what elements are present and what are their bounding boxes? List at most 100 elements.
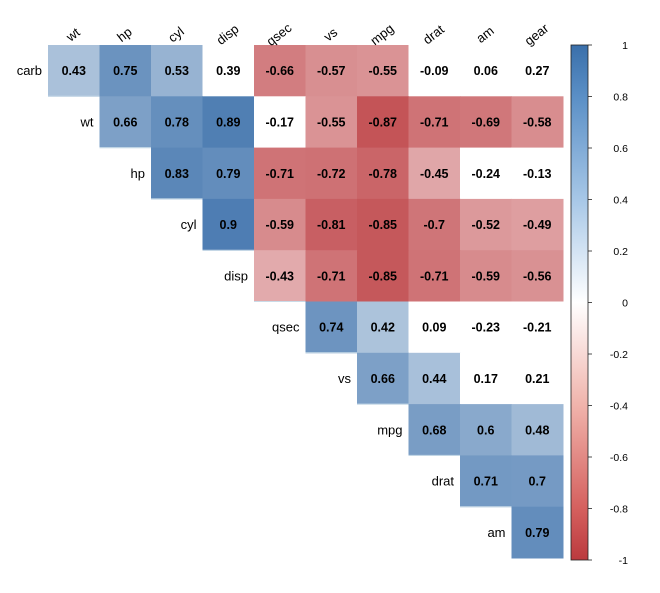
cell-label-qsec-am: -0.23 [472, 321, 501, 335]
heatmap-cell-wt-disp [202, 96, 255, 149]
cell-label-disp-vs: -0.71 [317, 269, 346, 283]
color-legend-tick-label: 0 [622, 298, 628, 310]
cell-label-cyl-qsec: -0.59 [266, 218, 295, 232]
heatmap-cell-carb-gear [511, 45, 564, 97]
heatmap-cell-cyl-qsec [254, 198, 306, 251]
heatmap-cell-carb-hp [99, 45, 152, 97]
heatmap-cell-drat-am [460, 455, 512, 508]
cell-label-wt-disp: 0.89 [216, 115, 240, 129]
heatmap-cell-qsec-mpg [357, 301, 409, 354]
heatmap-cell-wt-gear [511, 96, 564, 149]
cell-label-wt-am: -0.69 [472, 115, 501, 129]
heatmap-cell-hp-cyl [151, 147, 203, 200]
cell-label-cyl-drat: -0.7 [423, 218, 445, 232]
cell-label-wt-drat: -0.71 [420, 115, 449, 129]
cell-label-disp-drat: -0.71 [420, 269, 449, 283]
cell-label-wt-hp: 0.66 [113, 115, 137, 129]
heatmap-cell-vs-am [460, 352, 512, 405]
heatmap-cell-carb-disp [202, 45, 255, 97]
heatmap-cell-vs-drat [408, 352, 461, 405]
cell-label-vs-gear: 0.21 [525, 372, 549, 386]
cell-label-carb-drat: -0.09 [420, 64, 449, 78]
cell-label-carb-am: 0.06 [474, 64, 498, 78]
column-label-drat: drat [420, 21, 447, 47]
row-label-mpg: mpg [377, 422, 402, 437]
cell-label-carb-hp: 0.75 [113, 64, 137, 78]
row-label-qsec: qsec [272, 320, 300, 335]
color-legend-tick-label: -0.8 [610, 504, 628, 516]
cell-label-cyl-vs: -0.81 [317, 218, 346, 232]
cell-label-mpg-am: 0.6 [477, 423, 494, 437]
row-labels: carb wt hp cyl disp qsec vs mpg drat am [17, 63, 506, 540]
heatmap-cell-mpg-am [460, 404, 512, 456]
heatmap-cell-disp-qsec [254, 250, 306, 302]
column-label-cyl: cyl [165, 24, 187, 46]
heatmap-cell-carb-mpg [357, 45, 409, 97]
heatmap-cell-disp-am [460, 250, 512, 302]
color-legend-tick-label: -0.6 [610, 452, 628, 464]
color-legend-ticks: 1 0.8 0.6 0.4 0.2 0 -0.2 -0.4 -0.6 -0.8 -1 [588, 40, 628, 567]
heatmap-cell-wt-drat [408, 96, 461, 149]
cell-label-hp-mpg: -0.78 [369, 167, 398, 181]
cell-label-mpg-drat: 0.68 [422, 423, 446, 437]
cell-label-disp-mpg: -0.85 [369, 269, 398, 283]
color-legend-tick-label: 0.6 [613, 143, 628, 155]
color-legend-tick-label: 0.8 [613, 92, 628, 104]
heatmap-cell-vs-gear [511, 352, 564, 405]
heatmap-cell-carb-cyl [151, 45, 203, 97]
heatmap-cell-disp-drat [408, 250, 461, 302]
heatmap-cell-carb-am [460, 45, 512, 97]
cell-label-cyl-am: -0.52 [472, 218, 501, 232]
heatmap-cell-cyl-am [460, 198, 512, 251]
cell-label-wt-qsec: -0.17 [266, 115, 295, 129]
heatmap-cell-qsec-drat [408, 301, 461, 354]
cell-label-vs-mpg: 0.66 [371, 372, 395, 386]
row-label-carb: carb [17, 63, 42, 78]
heatmap-cell-cyl-gear [511, 198, 564, 251]
column-label-wt: wt [62, 24, 83, 45]
cell-label-hp-drat: -0.45 [420, 167, 449, 181]
cell-label-carb-mpg: -0.55 [369, 64, 398, 78]
color-legend-tick-label: 0.2 [613, 246, 628, 258]
color-legend-tick-label: -0.2 [610, 349, 628, 361]
cell-label-cyl-mpg: -0.85 [369, 218, 398, 232]
heatmap-cell-drat-gear [511, 455, 564, 508]
column-label-mpg: mpg [367, 21, 396, 48]
row-label-vs: vs [338, 371, 352, 386]
heatmap-cell-hp-vs [305, 147, 358, 200]
cell-label-hp-disp: 0.79 [216, 167, 240, 181]
cell-label-qsec-vs: 0.74 [319, 321, 343, 335]
heatmap-cell-mpg-drat [408, 404, 461, 456]
heatmap-cells [48, 45, 564, 559]
column-label-am: am [473, 23, 496, 46]
heatmap-cell-cyl-mpg [357, 198, 409, 251]
cell-label-carb-qsec: -0.66 [266, 64, 295, 78]
color-legend-bar [570, 44, 589, 561]
heatmap-cell-wt-mpg [357, 96, 409, 149]
cell-label-disp-am: -0.59 [472, 269, 501, 283]
color-legend: 1 0.8 0.6 0.4 0.2 0 -0.2 -0.4 -0.6 -0.8 -1 [570, 40, 628, 567]
row-label-am: am [487, 525, 505, 540]
heatmap-cell-hp-am [460, 147, 512, 200]
row-label-disp: disp [224, 268, 248, 283]
heatmap-cell-wt-am [460, 96, 512, 149]
cell-label-hp-vs: -0.72 [317, 167, 346, 181]
heatmap-cell-disp-vs [305, 250, 358, 302]
color-legend-tick-label: 1 [622, 40, 628, 52]
heatmap-cell-am-gear [511, 506, 564, 559]
row-label-cyl: cyl [181, 217, 197, 232]
column-label-disp: disp [213, 21, 241, 48]
cell-label-disp-qsec: -0.43 [266, 269, 295, 283]
cell-label-carb-disp: 0.39 [216, 64, 240, 78]
heatmap-cell-cyl-disp [202, 198, 255, 251]
row-label-drat: drat [432, 474, 455, 489]
heatmap-cell-hp-gear [511, 147, 564, 200]
cell-label-drat-am: 0.71 [474, 475, 498, 489]
cell-label-mpg-gear: 0.48 [525, 423, 549, 437]
cell-label-hp-gear: -0.13 [523, 167, 552, 181]
cell-label-disp-gear: -0.56 [523, 269, 552, 283]
cell-label-qsec-drat: 0.09 [422, 321, 446, 335]
cell-label-drat-gear: 0.7 [529, 475, 546, 489]
color-legend-tick-label: -0.4 [610, 401, 628, 413]
